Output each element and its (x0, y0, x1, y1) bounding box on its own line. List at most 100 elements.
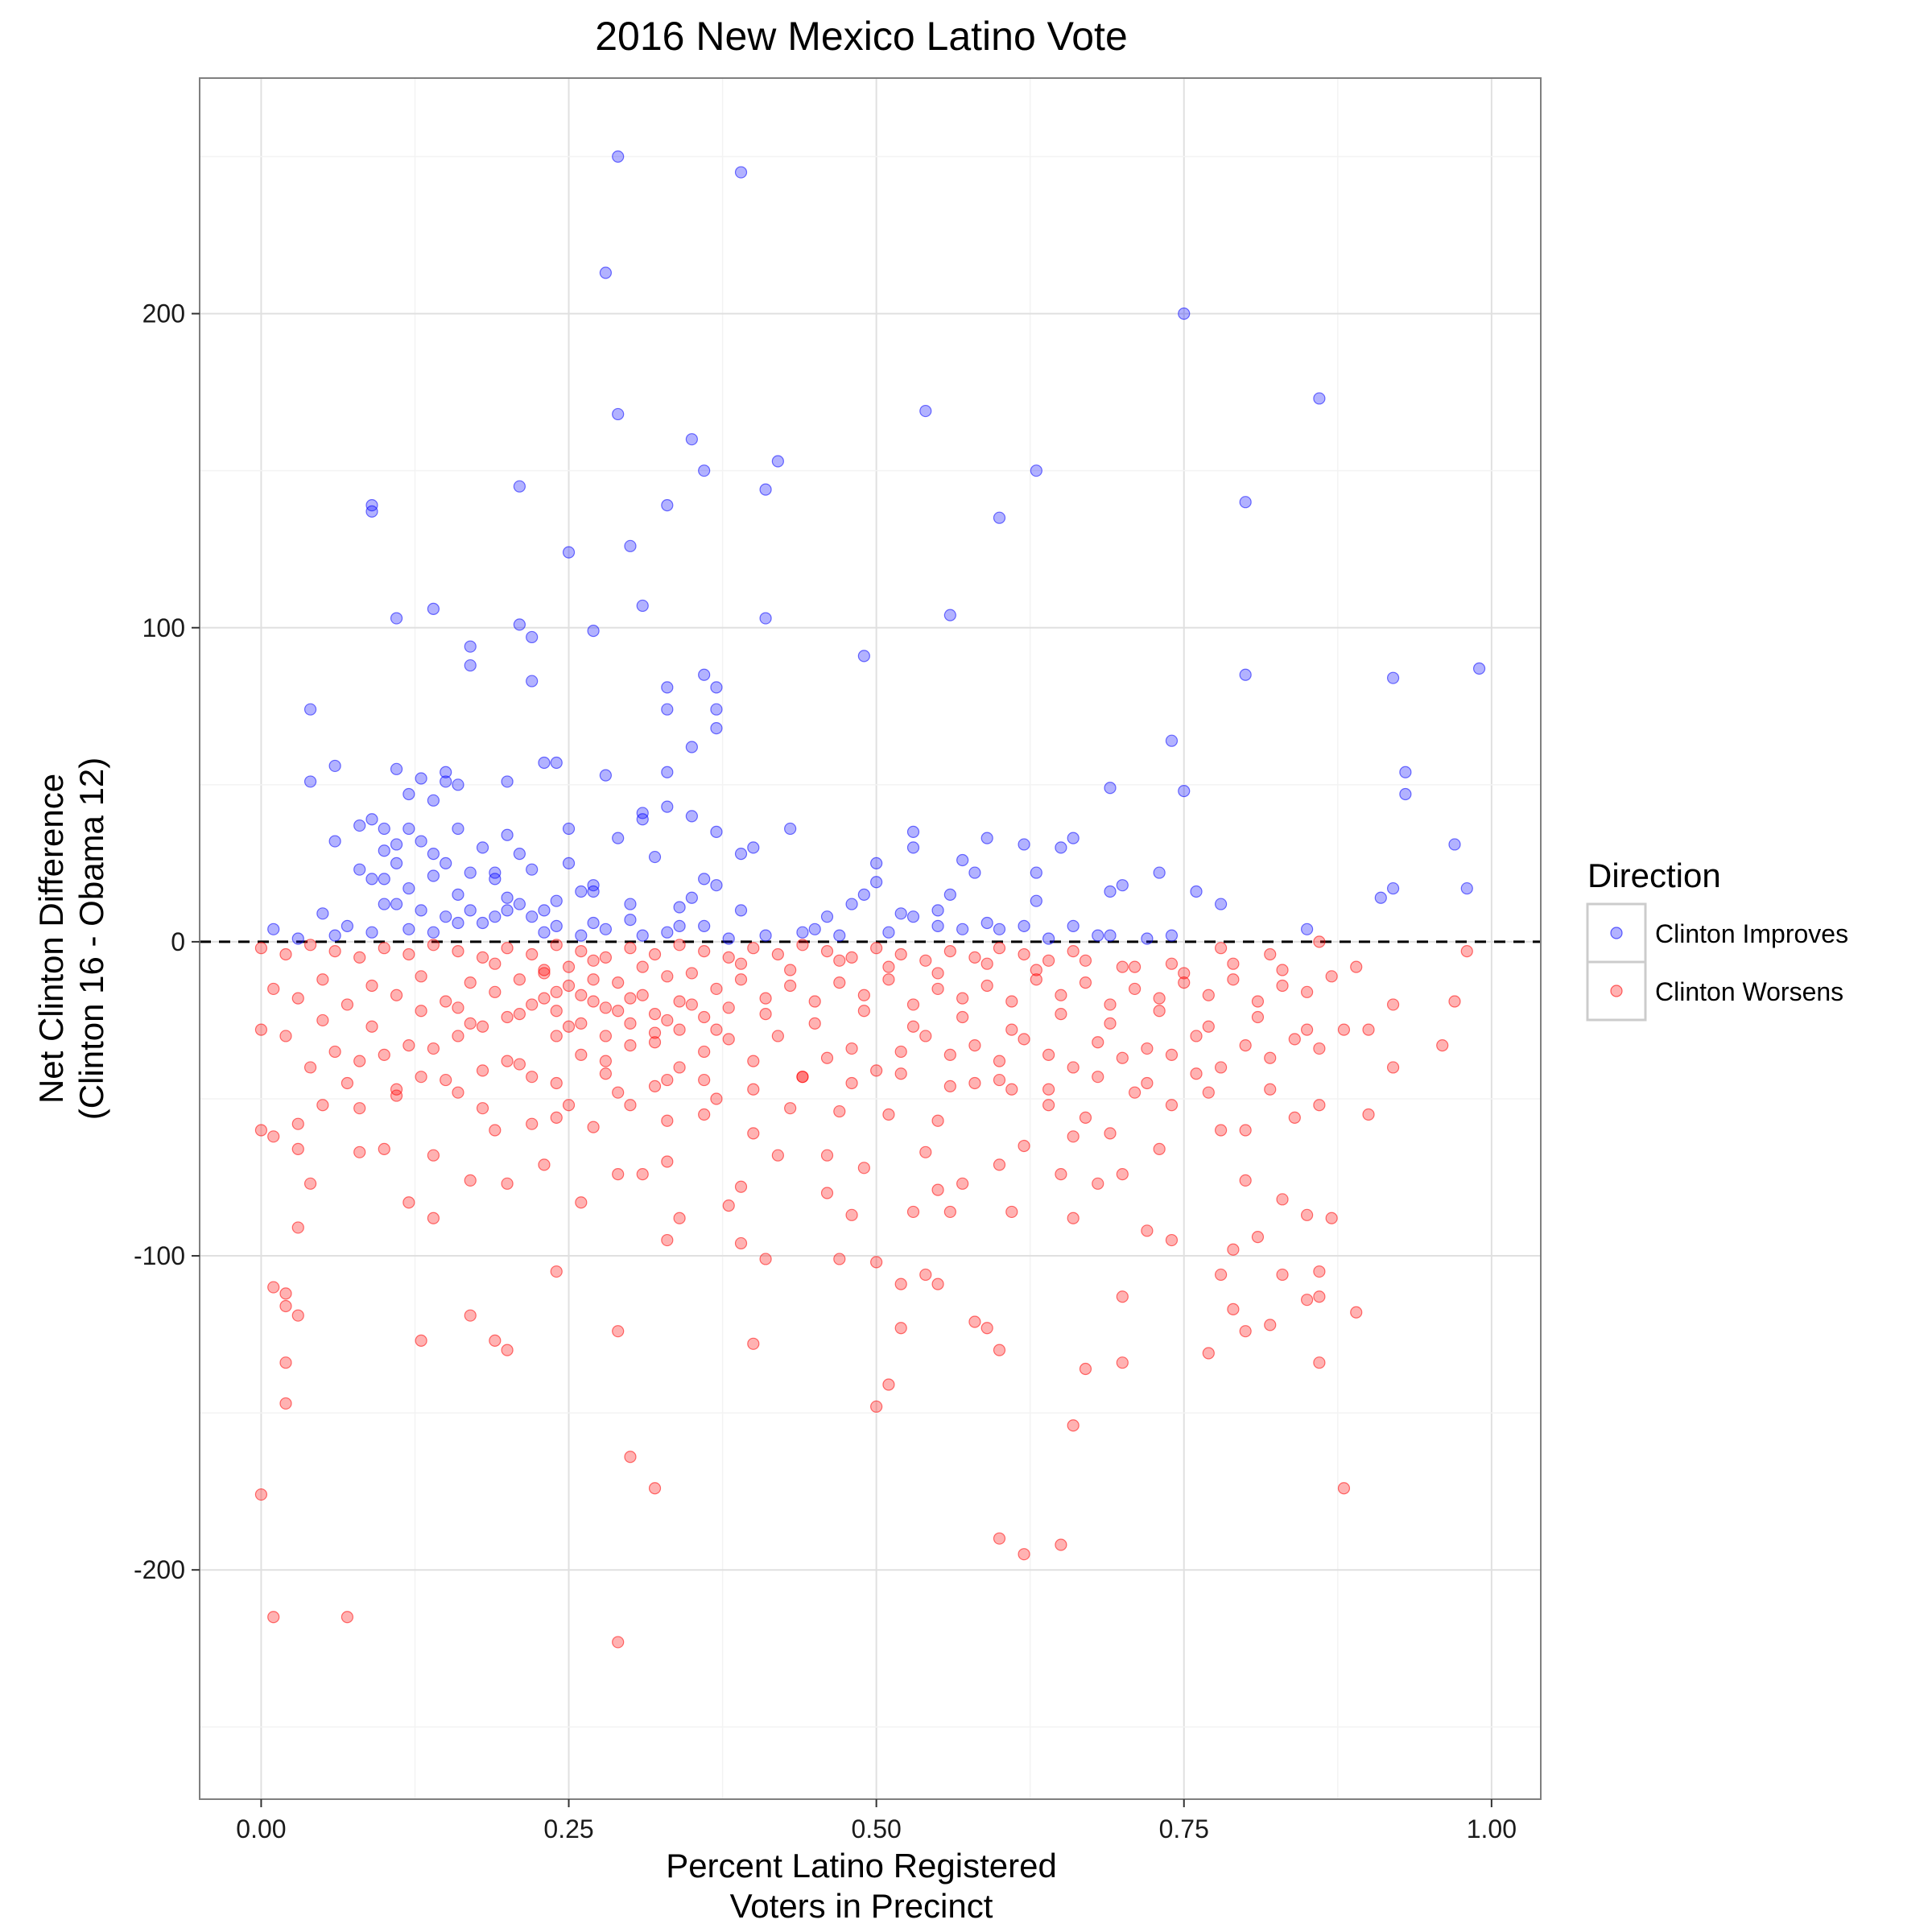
data-point (710, 703, 723, 716)
data-point (1092, 1177, 1104, 1190)
data-point (513, 1008, 526, 1021)
data-point (464, 1017, 477, 1030)
data-point (1386, 671, 1400, 684)
data-point (722, 932, 735, 945)
data-point (698, 464, 711, 477)
data-point (710, 1092, 723, 1105)
data-point (636, 599, 649, 613)
data-point (513, 618, 526, 631)
series-clinton-improves (267, 150, 1486, 945)
data-point (820, 1187, 834, 1199)
data-point (685, 891, 698, 904)
data-point (1386, 1061, 1400, 1074)
data-point (931, 919, 944, 932)
data-point (464, 976, 477, 989)
data-point (808, 923, 821, 935)
data-point (452, 945, 464, 958)
data-point (698, 1073, 711, 1087)
data-point (538, 926, 551, 939)
data-point (291, 992, 304, 1005)
data-point (1030, 894, 1042, 907)
data-point (501, 1344, 514, 1356)
data-point (710, 879, 723, 892)
data-point (1042, 1099, 1055, 1112)
data-point (353, 1055, 366, 1067)
data-point (980, 916, 993, 930)
data-point (1264, 1051, 1277, 1064)
data-point (882, 973, 895, 986)
data-point (747, 841, 760, 854)
data-point (759, 929, 772, 942)
data-point (440, 995, 452, 1008)
data-point (1239, 668, 1252, 681)
data-point (698, 1108, 711, 1121)
data-point (587, 916, 600, 930)
data-point (452, 1030, 464, 1042)
legend: Direction Clinton Improves Clinton Worse… (1586, 857, 1848, 1022)
data-point (1153, 866, 1166, 879)
data-point (390, 1089, 403, 1102)
data-point (845, 1076, 858, 1090)
data-point (599, 1030, 612, 1042)
data-point (1362, 1108, 1375, 1121)
data-point (1300, 1294, 1314, 1307)
data-point (1030, 866, 1042, 879)
data-point (452, 1086, 464, 1099)
data-point (612, 150, 625, 163)
data-point (661, 970, 674, 983)
data-point (550, 756, 563, 770)
data-point (575, 989, 588, 1001)
data-point (1092, 929, 1104, 942)
data-point (1067, 832, 1080, 844)
data-point (328, 835, 341, 848)
data-point (464, 640, 477, 653)
data-point (599, 1067, 612, 1080)
data-point (968, 1076, 981, 1090)
data-point (1055, 1538, 1067, 1551)
data-point (698, 1045, 711, 1059)
data-point (673, 919, 686, 932)
data-point (1337, 1482, 1351, 1495)
data-point (1202, 989, 1215, 1001)
data-point (624, 898, 637, 910)
data-point (489, 1124, 502, 1137)
data-point (1227, 1243, 1240, 1256)
data-point (440, 910, 452, 923)
x-tick-label: 1.00 (1467, 1814, 1517, 1843)
data-point (587, 885, 600, 898)
grid-lines (200, 78, 1541, 1799)
data-point (1215, 942, 1228, 955)
data-point (1104, 929, 1117, 942)
data-point (759, 612, 772, 625)
data-point (378, 1142, 390, 1155)
data-point (464, 1309, 477, 1322)
x-tick-label: 0.75 (1159, 1814, 1209, 1843)
data-point (747, 1083, 760, 1096)
data-point (710, 681, 723, 694)
data-point (550, 1076, 563, 1090)
data-point (808, 995, 821, 1008)
data-point (1067, 1212, 1080, 1224)
data-point (661, 681, 674, 694)
data-point (1018, 1139, 1030, 1153)
data-point (427, 926, 440, 939)
data-point (648, 947, 662, 961)
data-point (870, 1400, 883, 1413)
data-point (489, 910, 502, 923)
data-point (501, 1177, 514, 1190)
data-point (833, 954, 846, 967)
data-point (575, 1017, 588, 1030)
data-point (402, 822, 415, 836)
data-point (1239, 496, 1252, 509)
data-point (919, 954, 932, 967)
data-point (1337, 1023, 1351, 1036)
data-point (291, 1309, 304, 1322)
data-point (415, 1071, 427, 1084)
data-point (648, 850, 662, 864)
data-point (796, 1071, 809, 1084)
data-point (661, 800, 674, 813)
data-point (648, 1482, 662, 1495)
data-point (550, 894, 563, 907)
data-point (1079, 1362, 1092, 1376)
data-point (267, 1281, 280, 1294)
